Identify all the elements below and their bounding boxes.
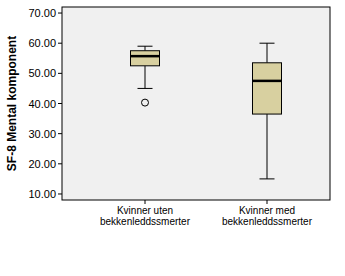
upper-whisker <box>267 43 268 63</box>
y-tick-label: 30.00 <box>28 128 56 140</box>
chart-container: 10.00 20.00 30.00 40.00 50.00 60.00 70.00 SF-8 … <box>0 0 345 276</box>
label-line: bekkenleddssmerter <box>100 216 191 227</box>
y-tick-label: 50.00 <box>28 67 56 79</box>
y-tick <box>58 103 62 104</box>
min-cap <box>138 88 153 89</box>
y-tick <box>58 193 62 194</box>
upper-whisker <box>145 46 146 51</box>
outlier <box>142 99 149 106</box>
min-cap <box>260 178 275 179</box>
label-line: Kvinner uten <box>117 205 173 216</box>
label-line: Kvinner med <box>239 205 295 216</box>
y-tick <box>58 73 62 74</box>
chart: 10.00 20.00 30.00 40.00 50.00 60.00 70.00 SF-8 … <box>0 0 345 276</box>
y-tick <box>58 133 62 134</box>
x-tick <box>267 200 268 204</box>
y-tick-label: 10.00 <box>28 188 56 200</box>
x-tick <box>145 200 146 204</box>
max-cap <box>138 46 153 47</box>
y-tick-label: 70.00 <box>28 7 56 19</box>
box <box>131 51 160 66</box>
marks <box>131 43 282 179</box>
y-tick <box>58 43 62 44</box>
median <box>131 55 160 58</box>
y-axis-label: SF-8 Mental komponent <box>5 36 19 171</box>
median <box>253 80 282 83</box>
y-tick-label: 40.00 <box>28 98 56 110</box>
y-tick <box>58 163 62 164</box>
y-tick-label: 20.00 <box>28 158 56 170</box>
label-line: bekkenleddssmerter <box>222 216 313 227</box>
x-tick-label: Kvinner medbekkenleddssmerter <box>222 205 313 227</box>
box <box>253 63 282 114</box>
lower-whisker <box>145 66 146 89</box>
y-tick <box>58 13 62 14</box>
plot-area <box>62 7 330 200</box>
x-tick-label: Kvinner utenbekkenleddssmerter <box>100 205 191 227</box>
max-cap <box>260 43 275 44</box>
lower-whisker <box>267 114 268 179</box>
y-tick-label: 60.00 <box>28 37 56 49</box>
